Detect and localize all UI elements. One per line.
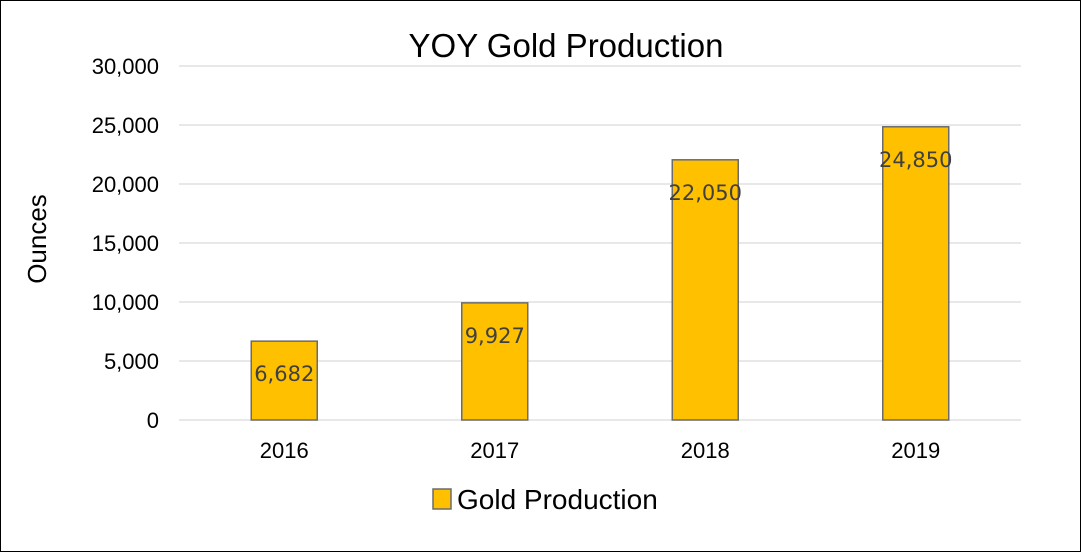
y-tick-label: 25,000 [92,113,159,138]
x-tick-label: 2017 [470,438,519,463]
y-tick-label: 15,000 [92,231,159,256]
chart-title: YOY Gold Production [409,27,724,64]
data-labels: 6,682 9,927 22,050 24,850 [254,148,952,386]
x-tick-label: 2019 [891,438,940,463]
legend-swatch [432,488,452,510]
y-axis-ticks: 0 5,000 10,000 15,000 20,000 25,000 30,000 [92,54,159,433]
legend-label: Gold Production [457,484,658,515]
bar [250,340,318,421]
y-tick-label: 20,000 [92,172,159,197]
y-tick-label: 30,000 [92,54,159,79]
legend: Gold Production [432,484,658,515]
data-label: 24,850 [879,148,952,172]
y-tick-label: 10,000 [92,290,159,315]
y-tick-label: 5,000 [104,349,159,374]
bar [671,159,739,421]
gridlines [179,65,1021,421]
x-axis-ticks: 2016 2017 2018 2019 [260,438,940,463]
data-label: 9,927 [465,324,525,348]
x-tick-label: 2018 [681,438,730,463]
y-tick-label: 0 [147,408,159,433]
bars [250,126,950,421]
x-tick-label: 2016 [260,438,309,463]
data-label: 22,050 [669,181,742,205]
bar [461,302,529,421]
y-axis-title: Ounces [22,194,52,284]
data-label: 6,682 [254,362,314,386]
bar [882,126,950,421]
